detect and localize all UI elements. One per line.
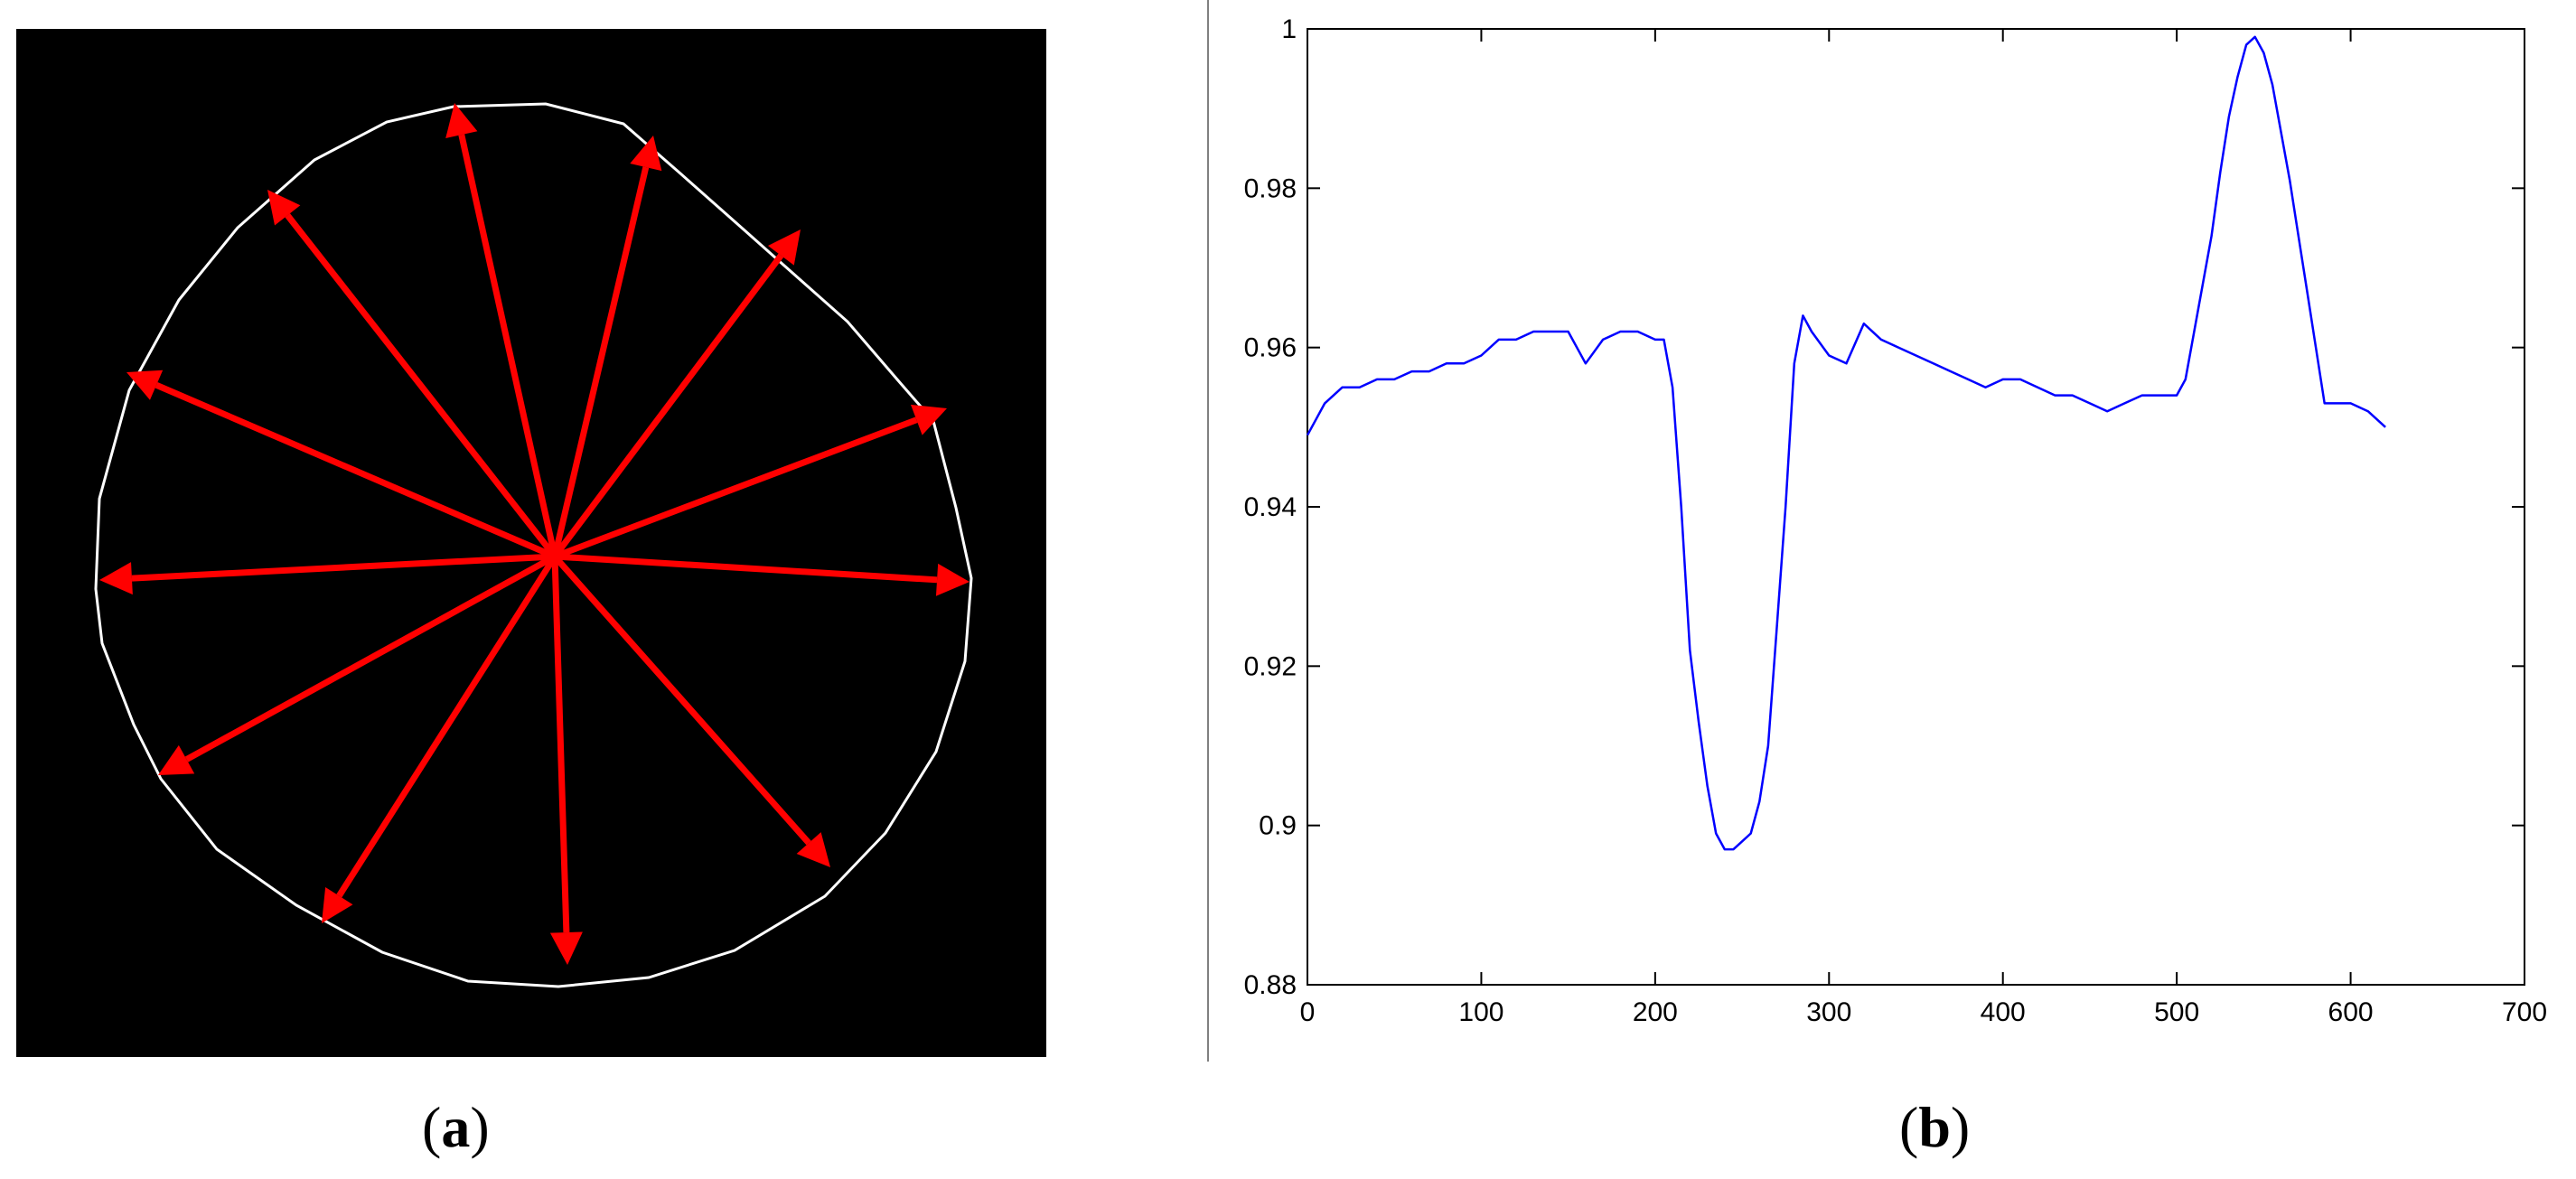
contour-radial-diagram — [94, 102, 973, 988]
caption-b-open: ( — [1899, 1095, 1919, 1159]
object-contour — [94, 102, 973, 988]
caption-a-open: ( — [422, 1095, 442, 1159]
x-tick-label: 600 — [2328, 997, 2374, 1027]
radial-arrow-shaft — [552, 253, 784, 559]
radial-arrow-head — [158, 744, 195, 775]
radial-arrow-head — [549, 931, 583, 965]
radial-arrow-shaft — [155, 382, 557, 560]
x-tick-label: 500 — [2154, 997, 2199, 1027]
y-tick-label: 0.96 — [1244, 333, 1297, 363]
y-tick-label: 0.88 — [1244, 970, 1297, 1000]
radial-arrow-shaft — [458, 134, 558, 557]
x-tick-label: 300 — [1806, 997, 1851, 1027]
radial-arrow-shaft — [551, 166, 650, 557]
radial-arrow-head — [910, 404, 947, 435]
radial-arrow-shaft — [184, 553, 557, 763]
x-tick-label: 400 — [1981, 997, 2026, 1027]
radial-arrow-head — [630, 136, 662, 172]
y-tick-label: 0.94 — [1244, 492, 1297, 522]
radial-arrow-shaft — [554, 553, 938, 584]
x-tick-label: 700 — [2502, 997, 2547, 1027]
radial-arrow-shaft — [553, 416, 918, 560]
profile-line-chart: 0 100 200 300 400 500 600 700 0.88 0.9 0.92 0.94 0.9… — [1207, 0, 2547, 1062]
x-tick-label: 0 — [1300, 997, 1316, 1027]
radial-arrow-head — [99, 562, 133, 595]
caption-a-letter: a — [441, 1095, 471, 1159]
x-tick-label: 100 — [1458, 997, 1503, 1027]
radial-arrow-head — [322, 886, 353, 923]
radial-arrow-head — [935, 563, 970, 596]
caption-b-close: ) — [1950, 1095, 1971, 1159]
panel-b-chart: 0 100 200 300 400 500 600 700 0.88 0.9 0.92 0.94 0.9… — [1207, 0, 2576, 1062]
y-tick-label: 1 — [1281, 14, 1297, 44]
radial-arrow-shaft — [131, 553, 556, 582]
radial-arrow-shaft — [336, 555, 557, 898]
radial-arrow-shaft — [285, 213, 557, 559]
caption-b-letter: b — [1918, 1095, 1951, 1159]
y-tick-label: 0.98 — [1244, 173, 1297, 203]
radial-arrow-head — [796, 832, 830, 867]
series-line — [1306, 35, 2386, 851]
radial-arrow-head — [126, 370, 164, 400]
caption-a-close: ) — [470, 1095, 490, 1159]
panel-a-image — [16, 29, 1046, 1057]
radial-arrow-head — [445, 103, 478, 139]
x-tick-label: 200 — [1633, 997, 1678, 1027]
y-tick-label: 0.92 — [1244, 651, 1297, 681]
caption-b: (b) — [1899, 1091, 1970, 1164]
radial-arrow-shaft — [551, 556, 570, 933]
radial-arrow-head — [267, 190, 301, 226]
axes-box — [1307, 28, 2525, 986]
radial-arrows — [99, 103, 970, 965]
radial-arrow-shaft — [552, 554, 811, 846]
caption-a: (a) — [422, 1091, 490, 1164]
radial-arrow-head — [767, 229, 801, 266]
y-tick-label: 0.9 — [1259, 811, 1297, 841]
